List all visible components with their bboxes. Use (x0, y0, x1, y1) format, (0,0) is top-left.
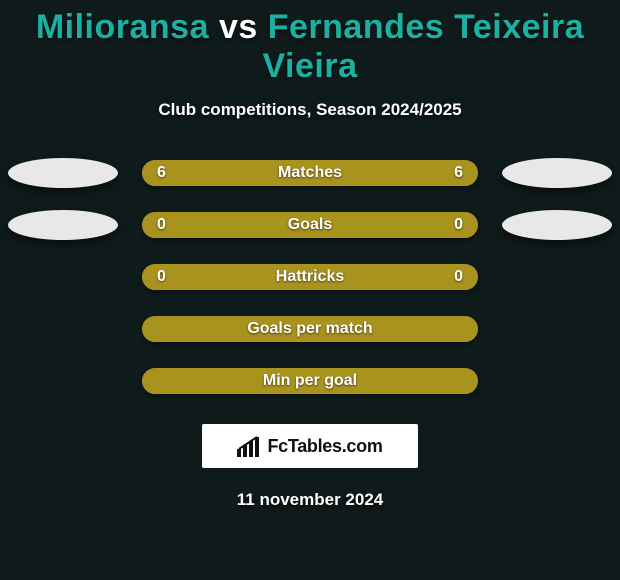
title-player1: Milioransa (36, 8, 209, 46)
stat-bar: 0 Goals 0 (142, 212, 478, 238)
right-ellipse (502, 366, 612, 396)
right-ellipse (502, 210, 612, 240)
stat-row: 0 Goals 0 (0, 210, 620, 240)
left-ellipse (8, 262, 118, 292)
stat-label: Min per goal (263, 372, 357, 390)
page-title: Milioransa vs Fernandes Teixeira Vieira (0, 0, 620, 86)
stat-row: Goals per match (0, 314, 620, 344)
stat-label: Matches (278, 164, 342, 182)
stat-label: Goals (288, 216, 332, 234)
stat-label: Goals per match (247, 320, 372, 338)
stat-label: Hattricks (276, 268, 344, 286)
stat-left-value: 6 (157, 164, 171, 182)
logo-box: FcTables.com (202, 424, 418, 468)
stat-bar: Min per goal (142, 368, 478, 394)
title-vs: vs (219, 8, 258, 46)
left-ellipse (8, 314, 118, 344)
stats-container: 6 Matches 6 0 Goals 0 0 Hattricks 0 Goals per mat… (0, 158, 620, 396)
stat-right-value: 0 (449, 268, 463, 286)
stat-row: Min per goal (0, 366, 620, 396)
stat-right-value: 0 (449, 216, 463, 234)
stat-left-value: 0 (157, 268, 171, 286)
stat-bar: 6 Matches 6 (142, 160, 478, 186)
title-player2: Fernandes Teixeira Vieira (262, 8, 584, 85)
stat-left-value: 0 (157, 216, 171, 234)
stat-row: 6 Matches 6 (0, 158, 620, 188)
stat-bar: Goals per match (142, 316, 478, 342)
date-label: 11 november 2024 (0, 490, 620, 510)
subtitle: Club competitions, Season 2024/2025 (0, 100, 620, 120)
bars-icon (237, 435, 263, 457)
right-ellipse (502, 158, 612, 188)
logo-text: FcTables.com (267, 436, 382, 457)
left-ellipse (8, 158, 118, 188)
stat-row: 0 Hattricks 0 (0, 262, 620, 292)
left-ellipse (8, 210, 118, 240)
left-ellipse (8, 366, 118, 396)
right-ellipse (502, 314, 612, 344)
right-ellipse (502, 262, 612, 292)
stat-bar: 0 Hattricks 0 (142, 264, 478, 290)
stat-right-value: 6 (449, 164, 463, 182)
